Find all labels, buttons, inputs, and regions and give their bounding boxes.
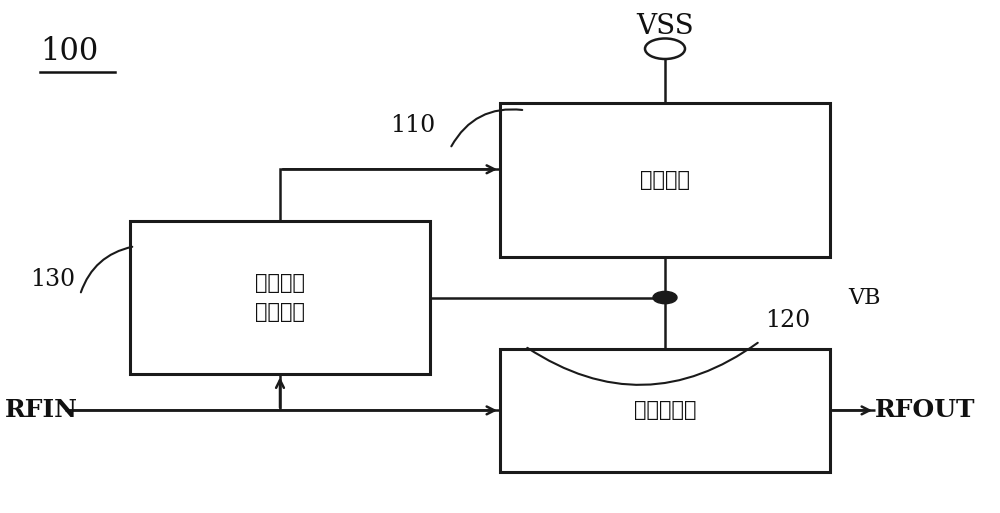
Bar xyxy=(130,221,430,374)
Text: VSS: VSS xyxy=(636,13,694,40)
Text: 动态偏压
控制电路: 动态偏压 控制电路 xyxy=(255,273,305,322)
Text: VB: VB xyxy=(848,287,881,308)
Text: 120: 120 xyxy=(765,309,810,332)
Text: 130: 130 xyxy=(30,268,75,291)
Bar xyxy=(500,103,830,256)
Text: 偏压电路: 偏压电路 xyxy=(640,170,690,189)
Text: 100: 100 xyxy=(40,36,98,67)
Text: 110: 110 xyxy=(390,114,435,137)
Text: RFOUT: RFOUT xyxy=(875,399,976,422)
Bar xyxy=(500,349,830,472)
Text: RFIN: RFIN xyxy=(5,399,78,422)
Circle shape xyxy=(645,38,685,59)
Circle shape xyxy=(653,291,677,304)
Text: 输出级电路: 输出级电路 xyxy=(634,401,696,420)
